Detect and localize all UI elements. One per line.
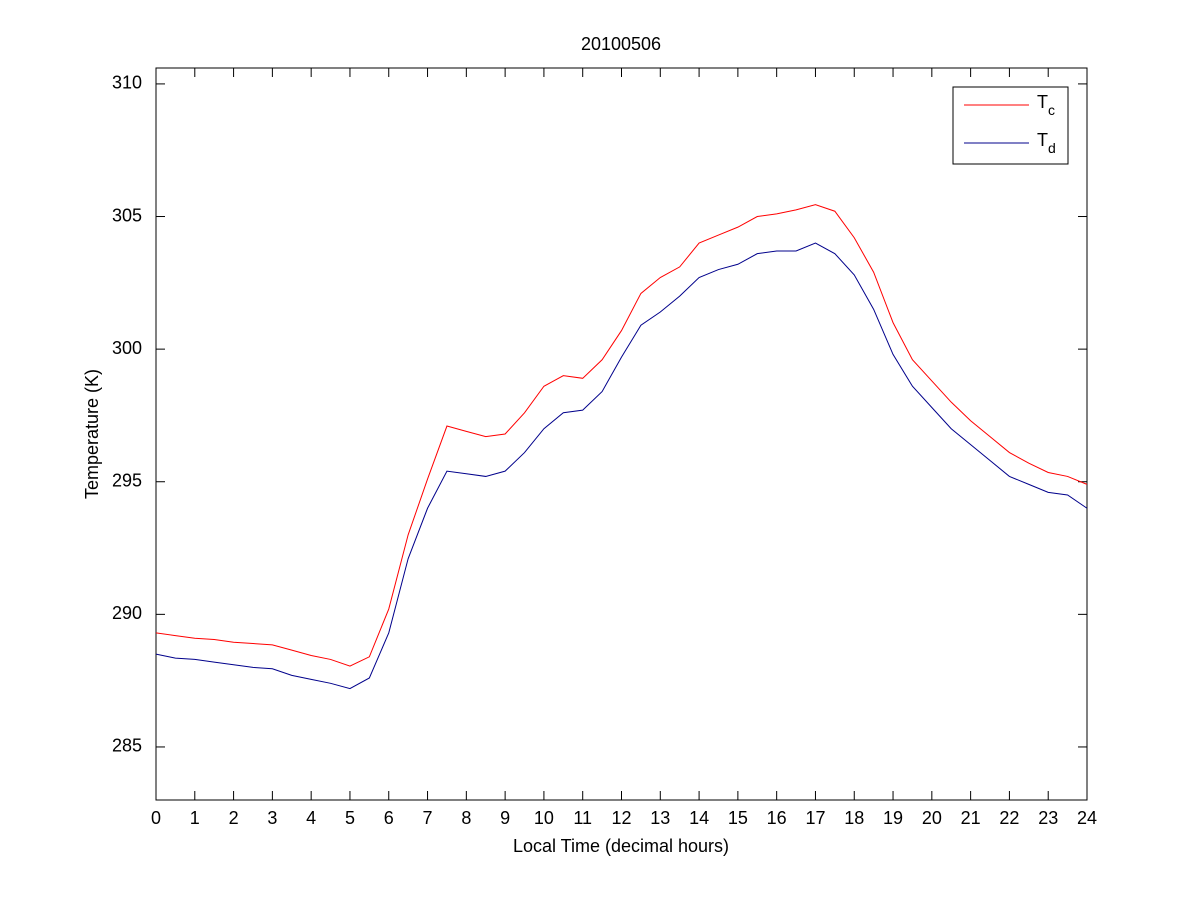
chart-title: 20100506	[581, 34, 661, 54]
plot-area	[155, 67, 1088, 801]
y-tick-label: 285	[112, 736, 142, 756]
x-tick-label: 22	[999, 808, 1019, 828]
legend-label: Tc	[1037, 92, 1055, 118]
x-axis-label: Local Time (decimal hours)	[513, 836, 729, 856]
x-tick-label: 8	[461, 808, 471, 828]
x-tick-label: 18	[844, 808, 864, 828]
x-tick-label: 2	[229, 808, 239, 828]
x-tick-label: 4	[306, 808, 316, 828]
x-tick-label: 5	[345, 808, 355, 828]
data-line	[155, 204, 1088, 667]
legend-label: Td	[1037, 130, 1056, 156]
x-tick-label: 15	[728, 808, 748, 828]
x-tick-label: 10	[534, 808, 554, 828]
x-tick-label: 17	[805, 808, 825, 828]
x-tick-label: 16	[767, 808, 787, 828]
x-tick-label: 9	[500, 808, 510, 828]
y-tick-label: 310	[112, 73, 142, 93]
x-tick-label: 19	[883, 808, 903, 828]
x-tick-label: 1	[190, 808, 200, 828]
x-tick-label: 6	[384, 808, 394, 828]
x-tick-label: 23	[1038, 808, 1058, 828]
x-tick-label: 14	[689, 808, 709, 828]
y-axis-label: Temperature (K)	[82, 369, 102, 499]
x-tick-label: 24	[1077, 808, 1097, 828]
x-tick-label: 3	[267, 808, 277, 828]
x-tick-label: 7	[423, 808, 433, 828]
x-tick-label: 20	[922, 808, 942, 828]
y-tick-label: 295	[112, 470, 142, 490]
x-tick-label: 12	[611, 808, 631, 828]
x-tick-label: 13	[650, 808, 670, 828]
y-tick-label: 300	[112, 338, 142, 358]
x-tick-label: 11	[573, 808, 592, 828]
x-tick-label: 0	[151, 808, 161, 828]
y-tick-label: 305	[112, 205, 142, 225]
y-tick-label: 290	[112, 603, 142, 623]
x-tick-label: 21	[961, 808, 981, 828]
legend-box	[952, 86, 1069, 165]
data-line	[155, 242, 1088, 690]
